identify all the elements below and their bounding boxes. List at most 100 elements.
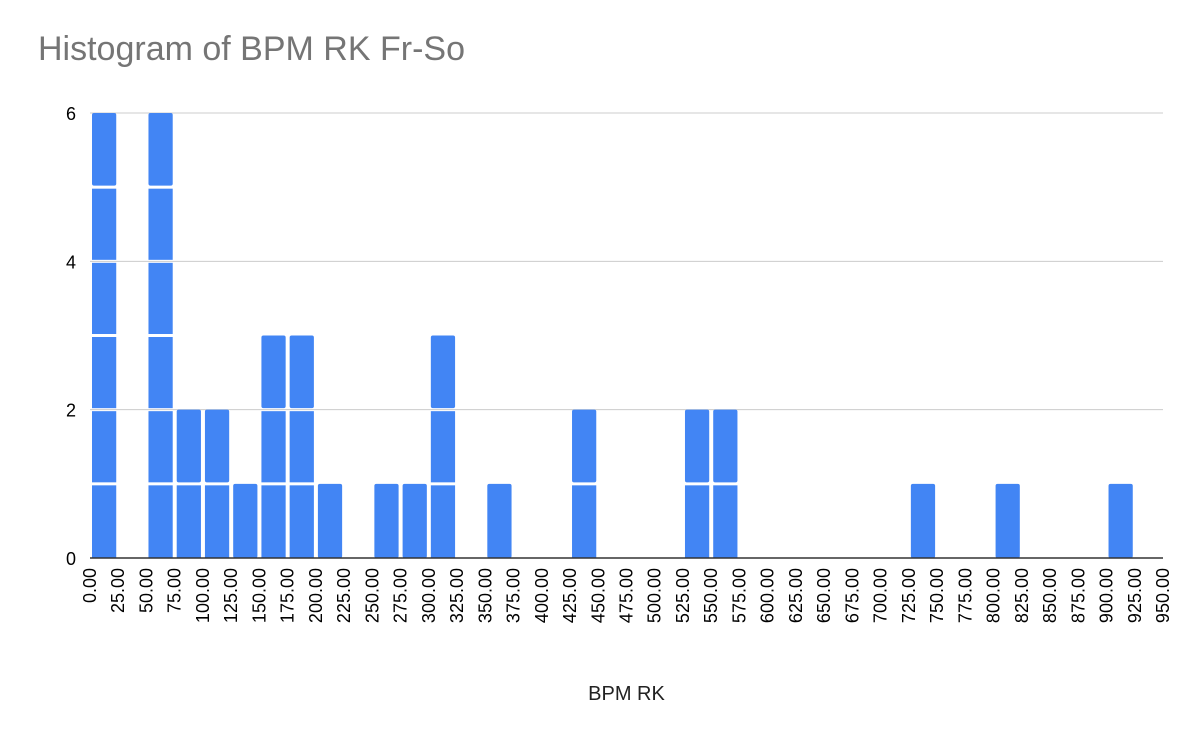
bars xyxy=(92,113,1133,558)
bar-segment xyxy=(289,335,314,409)
bar-segment xyxy=(261,485,286,558)
chart-title: Histogram of BPM RK Fr-So xyxy=(38,30,465,68)
bar-segment xyxy=(487,483,512,558)
x-axis-title: BPM RK xyxy=(588,683,665,705)
x-tick-label: 800.00 xyxy=(984,568,1004,623)
x-axis-ticks: 0.00 25.00 50.00 75.00 100.00 125.00 150.00 175… xyxy=(80,568,1173,623)
y-tick-label: 0 xyxy=(66,549,76,569)
bar-segment xyxy=(289,411,314,483)
histogram-bar xyxy=(261,335,286,558)
x-tick-label: 475.00 xyxy=(617,568,637,623)
x-tick-label: 700.00 xyxy=(871,568,891,623)
histogram-bar xyxy=(374,483,399,558)
bar-segment xyxy=(204,409,230,483)
histogram-bar xyxy=(995,483,1020,558)
bar-segment xyxy=(910,483,936,558)
y-tick-label: 6 xyxy=(66,104,76,124)
bar-segment xyxy=(176,409,201,483)
bar-segment xyxy=(148,113,173,186)
bar-segment xyxy=(430,411,456,483)
x-tick-label: 100.00 xyxy=(193,568,213,623)
bar-segment xyxy=(92,262,117,334)
x-tick-label: 425.00 xyxy=(560,568,580,623)
x-tick-label: 50.00 xyxy=(136,568,156,613)
histogram-bar xyxy=(572,409,597,558)
x-tick-label: 600.00 xyxy=(758,568,778,623)
x-tick-label: 0.00 xyxy=(80,568,100,603)
x-tick-label: 25.00 xyxy=(108,568,128,613)
bar-segment xyxy=(148,485,173,558)
x-tick-label: 500.00 xyxy=(645,568,665,623)
x-tick-label: 450.00 xyxy=(588,568,608,623)
x-tick-label: 775.00 xyxy=(955,568,975,623)
bar-segment xyxy=(402,483,427,558)
histogram-bar xyxy=(713,409,738,558)
histogram-bar xyxy=(684,409,710,558)
x-tick-label: 725.00 xyxy=(899,568,919,623)
histogram-bar xyxy=(204,409,230,558)
bar-segment xyxy=(148,337,173,409)
x-tick-label: 300.00 xyxy=(419,568,439,623)
x-tick-label: 225.00 xyxy=(334,568,354,623)
y-tick-label: 2 xyxy=(66,401,76,421)
x-tick-label: 825.00 xyxy=(1012,568,1032,623)
bar-segment xyxy=(995,483,1020,558)
bar-segment xyxy=(148,411,173,483)
bar-segment xyxy=(148,262,173,334)
bar-segment xyxy=(374,483,399,558)
histogram-bar xyxy=(289,335,314,558)
x-tick-label: 925.00 xyxy=(1125,568,1145,623)
bar-segment xyxy=(92,485,117,558)
bar-segment xyxy=(92,337,117,409)
x-tick-label: 175.00 xyxy=(278,568,298,623)
bar-segment xyxy=(261,335,286,409)
x-tick-label: 250.00 xyxy=(362,568,382,623)
bar-segment xyxy=(713,409,738,483)
bar-segment xyxy=(92,113,117,186)
bar-segment xyxy=(148,188,173,260)
y-axis-ticks: 0 2 4 6 xyxy=(66,104,76,569)
histogram-bar xyxy=(317,483,343,558)
bar-segment xyxy=(92,411,117,483)
x-tick-label: 150.00 xyxy=(249,568,269,623)
x-tick-label: 275.00 xyxy=(391,568,411,623)
bar-segment xyxy=(572,409,597,483)
x-tick-label: 525.00 xyxy=(673,568,693,623)
x-tick-label: 950.00 xyxy=(1153,568,1173,623)
x-tick-label: 875.00 xyxy=(1068,568,1088,623)
gridlines xyxy=(90,112,1163,411)
x-tick-label: 750.00 xyxy=(927,568,947,623)
x-tick-label: 400.00 xyxy=(532,568,552,623)
bar-segment xyxy=(430,485,456,558)
x-tick-label: 375.00 xyxy=(504,568,524,623)
histogram-bar xyxy=(176,409,201,558)
bar-segment xyxy=(1108,483,1133,558)
x-tick-label: 550.00 xyxy=(701,568,721,623)
histogram-bar xyxy=(430,335,456,558)
bar-segment xyxy=(572,485,597,558)
x-tick-label: 125.00 xyxy=(221,568,241,623)
x-tick-label: 575.00 xyxy=(729,568,749,623)
x-tick-label: 650.00 xyxy=(814,568,834,623)
x-tick-label: 850.00 xyxy=(1040,568,1060,623)
histogram-bar xyxy=(92,113,117,558)
x-tick-label: 900.00 xyxy=(1097,568,1117,623)
x-tick-label: 200.00 xyxy=(306,568,326,623)
bar-segment xyxy=(233,483,258,558)
bar-segment xyxy=(713,485,738,558)
bar-segment xyxy=(317,483,343,558)
x-tick-label: 350.00 xyxy=(475,568,495,623)
bar-segment xyxy=(684,485,710,558)
bar-segment xyxy=(430,335,456,409)
x-tick-label: 675.00 xyxy=(842,568,862,623)
histogram-bar xyxy=(402,483,427,558)
bar-segment xyxy=(289,485,314,558)
x-tick-label: 325.00 xyxy=(447,568,467,623)
x-tick-label: 75.00 xyxy=(165,568,185,613)
histogram-bar xyxy=(148,113,173,558)
histogram-bar xyxy=(233,483,258,558)
histogram-bar xyxy=(1108,483,1133,558)
bar-segment xyxy=(261,411,286,483)
histogram-bar xyxy=(910,483,936,558)
